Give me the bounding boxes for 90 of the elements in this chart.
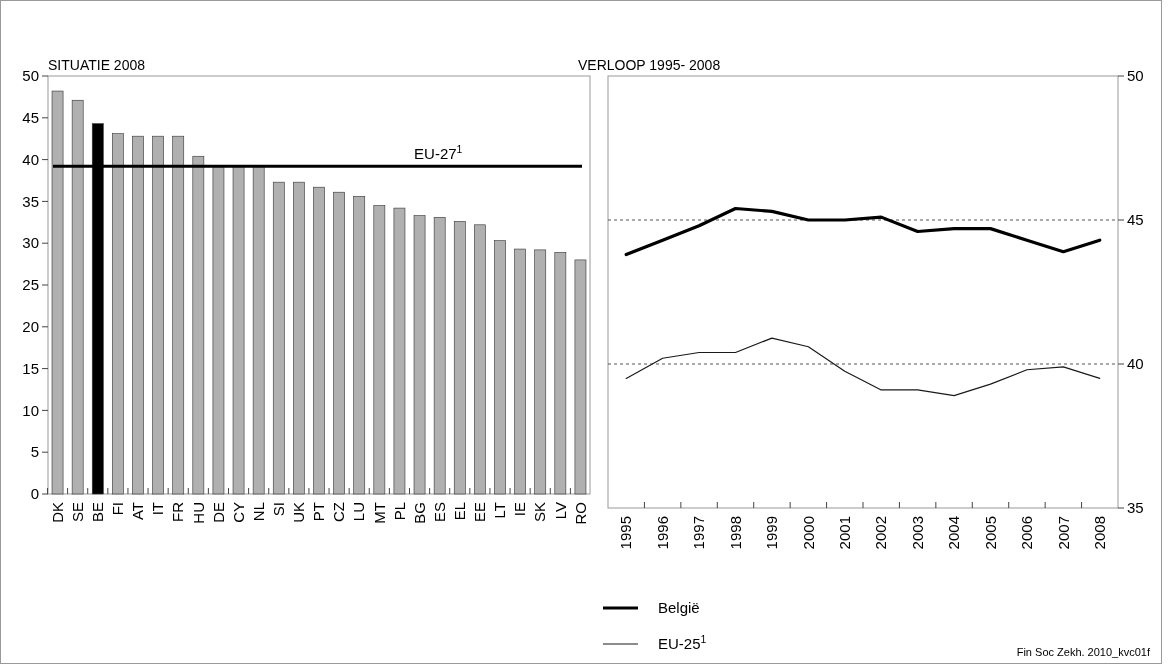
x-tick-label: BG bbox=[410, 502, 428, 524]
x-tick-label: BE bbox=[89, 502, 107, 523]
bar bbox=[192, 155, 205, 495]
x-tick-label: 1998 bbox=[726, 516, 744, 550]
x-tick-label: SE bbox=[68, 502, 86, 523]
bar bbox=[433, 216, 446, 495]
x-tick-label: EE bbox=[471, 502, 489, 523]
bar bbox=[71, 99, 84, 495]
x-tick-label: HU bbox=[189, 502, 207, 524]
x-tick-label: LV bbox=[551, 502, 569, 520]
x-tick-label: SK bbox=[531, 502, 549, 523]
x-tick-label: AT bbox=[129, 502, 147, 521]
y-tick-label: 50 bbox=[1127, 67, 1144, 85]
x-tick-label: 1999 bbox=[763, 516, 781, 550]
bar bbox=[333, 191, 345, 495]
x-tick-label: NL bbox=[249, 502, 267, 522]
y-tick-label: 35 bbox=[1127, 499, 1144, 517]
legend-label: EU-25$^{1}$ bbox=[658, 633, 707, 653]
y-tick-label: 0 bbox=[30, 485, 39, 503]
x-tick-label: FI bbox=[109, 502, 127, 516]
x-tick-label: 2007 bbox=[1054, 516, 1072, 550]
ref-line-label: EU-27$^{1}$ bbox=[414, 143, 463, 163]
bar bbox=[51, 90, 64, 495]
bar bbox=[413, 215, 426, 495]
text: Fin Soc Zekh. 2010_kvc01f bbox=[1016, 646, 1151, 658]
x-tick-label: FR bbox=[169, 501, 187, 522]
x-tick-label: 2008 bbox=[1091, 516, 1109, 550]
bar bbox=[232, 165, 245, 495]
y-tick-label: 35 bbox=[22, 192, 39, 210]
x-tick-label: 1997 bbox=[690, 516, 708, 550]
x-tick-label: 2002 bbox=[872, 516, 890, 550]
x-tick-label: DE bbox=[209, 502, 227, 523]
x-tick-label: 1995 bbox=[617, 516, 635, 550]
y-tick-label: 15 bbox=[22, 359, 39, 377]
y-tick-label: 5 bbox=[30, 443, 39, 461]
x-tick-label: CZ bbox=[330, 502, 348, 522]
legend-label: België bbox=[658, 599, 700, 617]
bar bbox=[272, 181, 285, 495]
x-tick-label: 2005 bbox=[981, 516, 999, 550]
bar bbox=[293, 181, 305, 495]
x-tick-label: LU bbox=[350, 502, 368, 522]
bar bbox=[574, 259, 587, 495]
bar bbox=[313, 186, 325, 495]
x-tick-label: IE bbox=[511, 502, 529, 517]
line-series bbox=[624, 206, 1102, 257]
x-tick-label: EL bbox=[451, 502, 469, 521]
x-tick-label: 2004 bbox=[945, 516, 963, 550]
bar bbox=[554, 252, 567, 495]
bar bbox=[373, 205, 386, 495]
x-tick-label: PL bbox=[390, 502, 408, 521]
x-tick-label: 2006 bbox=[1018, 516, 1036, 550]
y-tick-label: 30 bbox=[22, 234, 39, 252]
bar bbox=[112, 133, 124, 495]
x-tick-label: 2000 bbox=[799, 516, 817, 550]
x-tick-label: MT bbox=[370, 502, 388, 524]
bar bbox=[172, 135, 185, 495]
bar bbox=[393, 207, 406, 495]
x-tick-label: 2001 bbox=[836, 516, 854, 550]
y-tick-label: 10 bbox=[22, 401, 39, 419]
x-tick-label: IT bbox=[149, 502, 167, 516]
bar bbox=[534, 249, 547, 495]
x-tick-label: 2003 bbox=[908, 516, 926, 550]
bar bbox=[152, 135, 164, 495]
bar bbox=[494, 240, 506, 495]
y-tick-label: 20 bbox=[22, 318, 39, 336]
x-tick-label: LT bbox=[491, 502, 509, 519]
bar bbox=[474, 224, 486, 495]
y-tick-label: 40 bbox=[1127, 355, 1144, 373]
x-tick-label: SI bbox=[270, 502, 288, 517]
y-tick-label: 50 bbox=[22, 67, 39, 85]
line-series bbox=[625, 337, 1101, 397]
bar bbox=[252, 165, 265, 495]
x-tick-label: DK bbox=[48, 502, 66, 523]
bar bbox=[514, 248, 526, 495]
y-tick-label: 45 bbox=[22, 109, 39, 127]
bar bbox=[132, 135, 144, 495]
x-tick-label: PT bbox=[310, 502, 328, 522]
y-tick-label: 45 bbox=[1127, 211, 1144, 229]
y-tick-label: 25 bbox=[22, 276, 39, 294]
x-tick-label: 1996 bbox=[653, 516, 671, 550]
x-tick-label: RO bbox=[571, 502, 589, 525]
x-tick-label: ES bbox=[430, 502, 448, 523]
chart-title: VERLOOP 1995- 2008 bbox=[578, 57, 721, 73]
x-tick-label: CY bbox=[229, 502, 247, 523]
bar bbox=[353, 196, 366, 495]
x-tick-label: UK bbox=[290, 502, 308, 523]
chart-title: SITUATIE 2008 bbox=[48, 57, 146, 73]
bar bbox=[212, 165, 225, 495]
y-tick-label: 40 bbox=[22, 150, 39, 168]
bar bbox=[453, 221, 466, 495]
